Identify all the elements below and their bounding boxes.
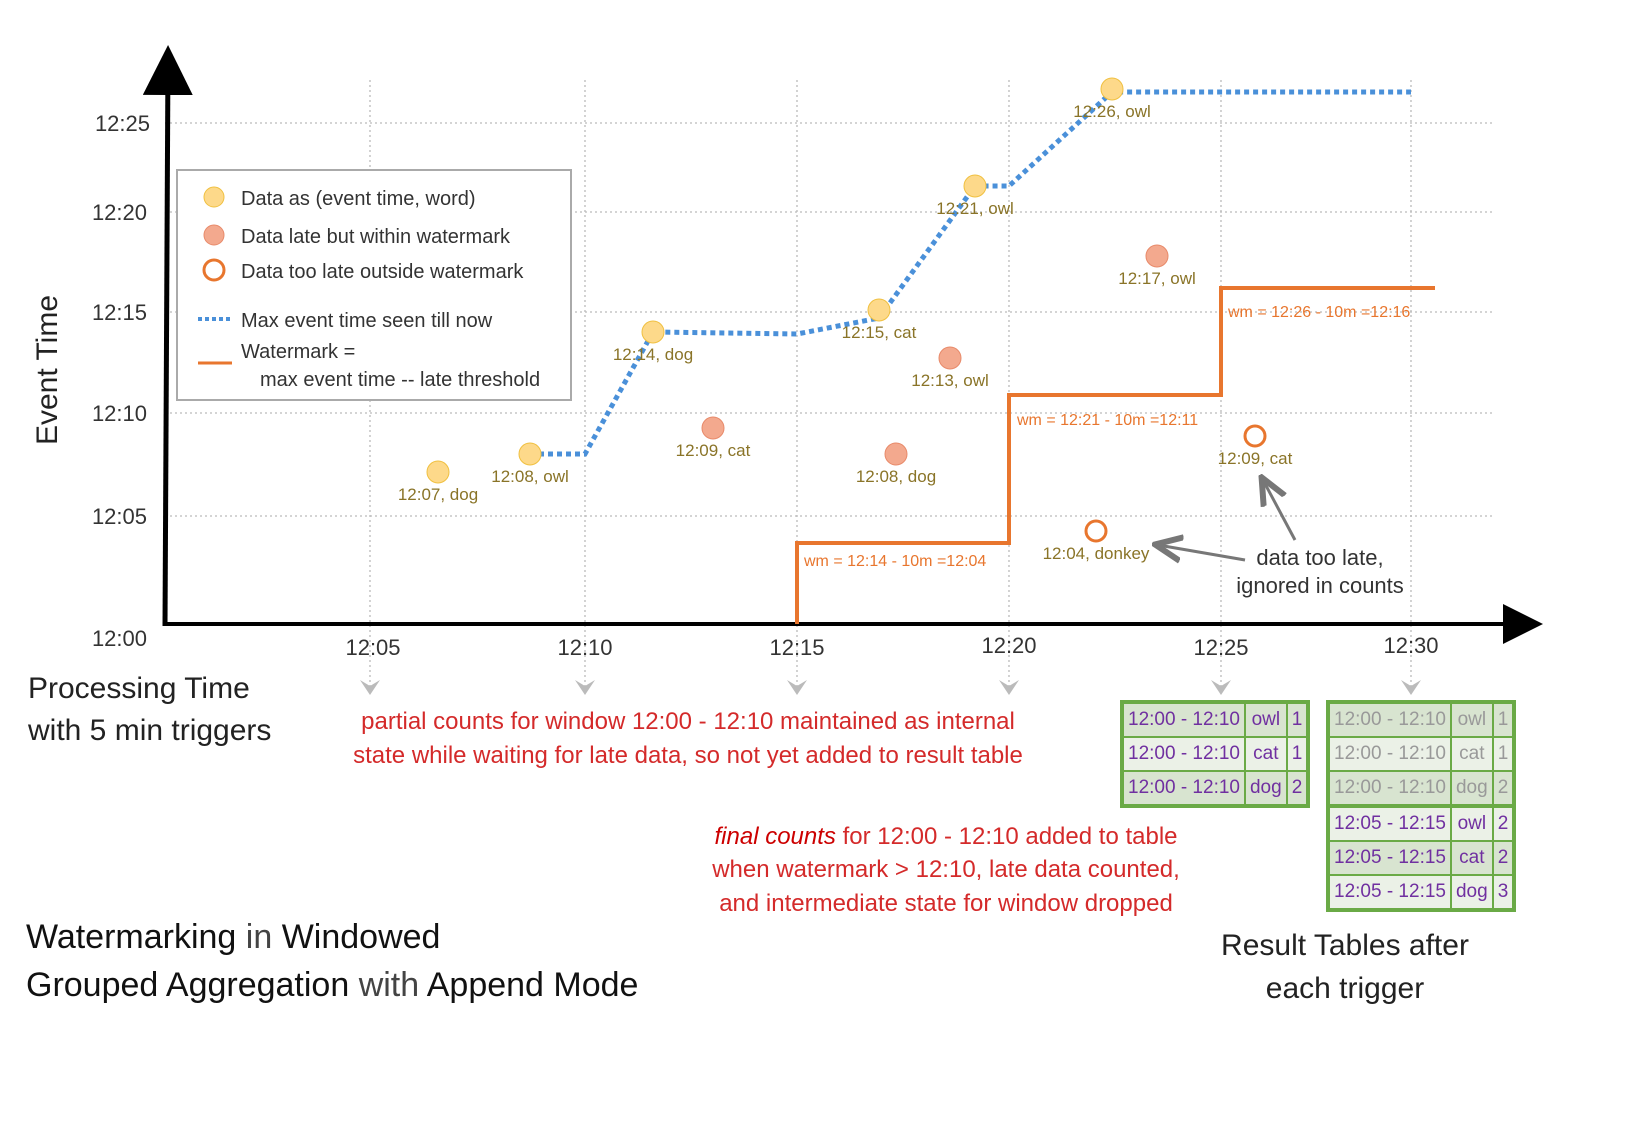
point-label: 12:07, dog <box>398 485 478 504</box>
x-tick: 12:10 <box>557 635 612 660</box>
too-late-icon <box>202 258 226 282</box>
late-point <box>884 442 908 466</box>
point-label: 12:09, cat <box>1218 449 1293 468</box>
late-point <box>938 346 962 370</box>
legend-item: Data late but within watermark <box>241 226 511 248</box>
partial-counts-note: partial counts for window 12:00 - 12:10 … <box>361 708 1015 735</box>
late-point <box>1145 244 1169 268</box>
annotation-arrow <box>1158 545 1246 560</box>
x-tick: 12:30 <box>1383 633 1438 658</box>
table-row: 12:00 - 12:10 cat 1 <box>1121 736 1310 772</box>
legend: Data as (event time, word) Data late but… <box>176 169 572 401</box>
legend-item: Data as (event time, word) <box>241 188 476 210</box>
point-label: 12:09, cat <box>676 441 751 460</box>
legend-item: Data too late outside watermark <box>241 261 524 283</box>
x-tick: 12:20 <box>981 633 1036 658</box>
data-points: 12:07, dog 12:08, owl 12:14, dog 12:15, cat… <box>398 77 1293 563</box>
result-table-1230: 12:00 - 12:10 owl 1 12:00 - 12:10 cat 1 12:0… <box>1326 700 1517 912</box>
point-label: 12:13, owl <box>911 371 989 390</box>
partial-counts-note: state while waiting for late data, so no… <box>353 742 1023 769</box>
on-time-point <box>963 174 987 198</box>
result-caption: Result Tables after <box>1221 929 1469 962</box>
table-row: 12:05 - 12:15 owl 2 <box>1327 804 1516 842</box>
table-row: 12:05 - 12:15 dog 3 <box>1327 874 1516 911</box>
point-label: 12:14, dog <box>613 345 693 364</box>
y-tick: 12:00 <box>92 626 147 651</box>
too-late-note: data too late, <box>1256 545 1383 570</box>
y-axis <box>142 45 193 627</box>
y-tick: 12:10 <box>92 401 147 426</box>
on-time-icon <box>203 186 225 208</box>
result-table-1225: 12:00 - 12:10 owl 1 12:00 - 12:10 cat 1 12:0… <box>1120 700 1311 808</box>
legend-item: Max event time seen till now <box>241 310 493 332</box>
table-row: 12:00 - 12:10 cat 1 <box>1327 736 1516 772</box>
y-tick: 12:20 <box>92 200 147 225</box>
result-caption: each trigger <box>1266 972 1424 1005</box>
y-axis-label: Event Time <box>31 295 64 445</box>
watermark-line <box>795 286 1435 624</box>
diagram-title: Grouped Aggregation with Append Mode <box>26 966 638 1004</box>
legend-item: Watermark = <box>241 341 355 363</box>
on-time-point <box>867 298 891 322</box>
x-tick: 12:15 <box>769 635 824 660</box>
table-row: 12:00 - 12:10 owl 1 <box>1327 701 1516 738</box>
watermark-label: wm = 12:14 - 10m =12:04 <box>803 553 986 570</box>
diagram-title: Watermarking in Windowed <box>26 918 440 956</box>
max-event-time-line <box>530 89 1411 457</box>
y-tick: 12:15 <box>92 300 147 325</box>
table-row: 12:00 - 12:10 owl 1 <box>1121 701 1310 738</box>
on-time-point <box>518 442 542 466</box>
point-label: 12:08, owl <box>491 467 569 486</box>
late-icon <box>203 224 225 246</box>
final-counts-note: and intermediate state for window droppe… <box>719 890 1173 917</box>
y-tick: 12:05 <box>92 504 147 529</box>
point-label: 12:21, owl <box>936 199 1014 218</box>
x-axis-label: Processing Time <box>28 672 250 705</box>
y-tick: 12:25 <box>95 111 150 136</box>
x-axis-sublabel: with 5 min triggers <box>27 714 271 747</box>
final-counts-note: when watermark > 12:10, late data counte… <box>711 856 1180 883</box>
too-late-note: ignored in counts <box>1236 573 1404 598</box>
point-label: 12:15, cat <box>842 323 917 342</box>
legend-item: max event time -- late threshold <box>260 369 540 391</box>
point-label: 12:04, donkey <box>1043 544 1150 563</box>
on-time-point <box>641 320 665 344</box>
too-late-point <box>1084 519 1108 543</box>
table-row: 12:00 - 12:10 dog 2 <box>1327 770 1516 807</box>
table-row: 12:05 - 12:15 cat 2 <box>1327 840 1516 876</box>
x-tick: 12:05 <box>345 635 400 660</box>
too-late-point <box>1243 424 1267 448</box>
on-time-point <box>1100 77 1124 101</box>
x-tick: 12:25 <box>1193 635 1248 660</box>
table-row: 12:00 - 12:10 dog 2 <box>1121 770 1310 807</box>
late-point <box>701 416 725 440</box>
on-time-point <box>426 460 450 484</box>
annotation-arrow <box>1263 480 1297 541</box>
watermark-label: wm = 12:26 - 10m =12:16 <box>1227 304 1410 321</box>
final-counts-note: final counts for 12:00 - 12:10 added to … <box>715 823 1178 850</box>
point-label: 12:26, owl <box>1073 102 1151 121</box>
trigger-arrows <box>360 680 1421 695</box>
point-label: 12:08, dog <box>856 467 936 486</box>
watermark-label: wm = 12:21 - 10m =12:11 <box>1016 412 1198 429</box>
point-label: 12:17, owl <box>1118 269 1196 288</box>
